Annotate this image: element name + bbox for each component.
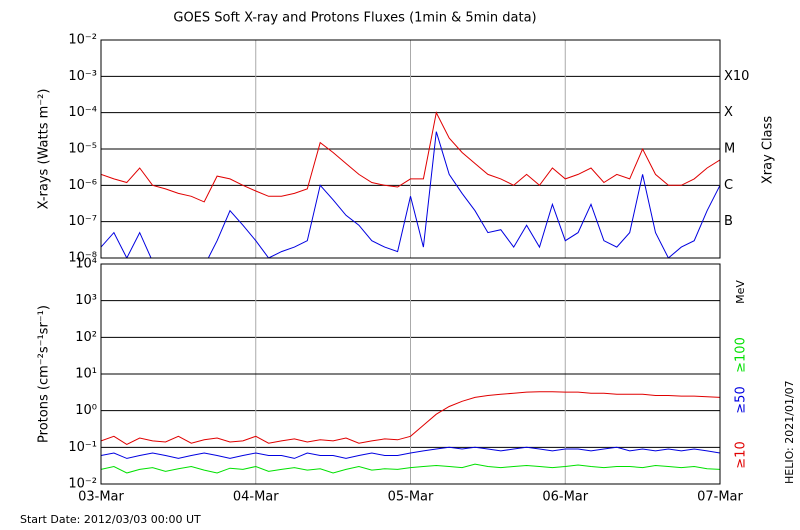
x-tick-label: 04-Mar	[233, 490, 279, 505]
x-tick-label: 03-Mar	[78, 490, 124, 505]
y-tick-label: 10⁻³	[68, 69, 97, 84]
plot-frame	[100, 263, 721, 485]
chart-title: GOES Soft X-ray and Protons Fluxes (1min…	[173, 11, 536, 26]
legend-label: ≥100	[734, 337, 749, 373]
class-label: B	[724, 214, 733, 229]
y-tick-label: 10⁻⁵	[68, 142, 97, 157]
y-tick-label: 10⁻²	[68, 33, 97, 48]
plot-area	[101, 111, 720, 258]
legend-label: ≥10	[734, 441, 749, 468]
y-tick-label: 10³	[75, 293, 97, 308]
y-tick-label: 10¹	[75, 367, 97, 382]
y-axis-label: Protons (cm⁻²s⁻¹sr⁻¹)	[37, 305, 52, 443]
class-label: X10	[724, 69, 749, 84]
plot-frame	[100, 39, 721, 259]
class-label: C	[724, 178, 733, 193]
x-tick-label: 05-Mar	[388, 490, 434, 505]
y-tick-label: 10⁰	[75, 403, 97, 418]
y-axis-label: X-rays (Watts m⁻²)	[37, 89, 52, 210]
footer-right: HELIO: 2021/01/07	[783, 380, 796, 484]
y-tick-label: 10⁻⁷	[68, 214, 97, 229]
data-line	[101, 463, 720, 474]
class-label: X	[724, 105, 733, 120]
y-tick-label: 10⁻⁶	[68, 178, 97, 193]
y-tick-label: 10⁻²	[68, 477, 97, 492]
class-label: M	[724, 142, 735, 157]
x-tick-label: 07-Mar	[697, 490, 743, 505]
x-tick-label: 06-Mar	[542, 490, 588, 505]
legend-title: MeV	[734, 280, 747, 304]
class-axis-label: Xray Class	[761, 116, 776, 184]
y-tick-label: 10⁻⁴	[68, 105, 97, 120]
y-tick-label: 10⁻¹	[68, 440, 97, 455]
data-line	[101, 446, 720, 459]
y-tick-label: 10²	[75, 330, 97, 345]
start-date: Start Date: 2012/03/03 00:00 UT	[20, 513, 201, 526]
data-line	[101, 111, 720, 203]
y-tick-label: 10⁴	[75, 257, 97, 272]
y-tick-label: 10⁻⁸	[68, 251, 97, 266]
data-line	[101, 391, 720, 445]
legend-label: ≥50	[734, 386, 749, 413]
data-line	[101, 131, 720, 258]
plot-area	[101, 391, 720, 474]
